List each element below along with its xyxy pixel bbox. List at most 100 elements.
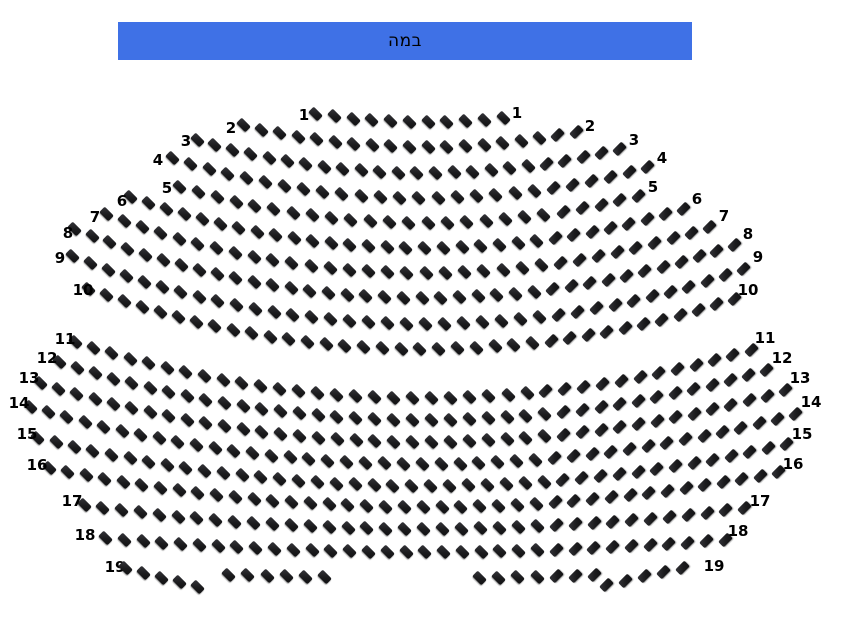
seat[interactable] (715, 474, 731, 490)
seat[interactable] (547, 494, 563, 510)
seat[interactable] (632, 369, 648, 385)
seat[interactable] (442, 478, 458, 494)
seat[interactable] (415, 499, 431, 515)
seat[interactable] (78, 467, 94, 483)
seat[interactable] (557, 381, 573, 397)
seat[interactable] (443, 390, 459, 406)
seat[interactable] (116, 293, 132, 309)
seat[interactable] (436, 544, 452, 560)
seat[interactable] (475, 314, 491, 330)
seat[interactable] (536, 207, 552, 223)
seat[interactable] (423, 478, 439, 494)
seat[interactable] (459, 214, 475, 230)
seat[interactable] (548, 542, 564, 558)
seat[interactable] (348, 410, 364, 426)
seat[interactable] (393, 341, 409, 357)
seat[interactable] (489, 287, 505, 303)
seat[interactable] (301, 451, 317, 467)
seat[interactable] (401, 114, 417, 130)
seat[interactable] (707, 352, 722, 368)
seat[interactable] (495, 262, 511, 278)
seat[interactable] (532, 131, 547, 146)
seat[interactable] (191, 262, 207, 278)
seat[interactable] (585, 491, 600, 507)
seat[interactable] (247, 198, 263, 214)
seat[interactable] (704, 377, 720, 393)
seat[interactable] (291, 405, 307, 421)
seat[interactable] (433, 456, 449, 472)
seat[interactable] (723, 372, 738, 388)
seat[interactable] (434, 499, 450, 515)
seat[interactable] (171, 231, 187, 247)
seat[interactable] (670, 361, 685, 377)
seat[interactable] (619, 268, 635, 284)
seat[interactable] (386, 434, 402, 450)
seat[interactable] (418, 316, 434, 332)
seat[interactable] (499, 431, 515, 447)
seat[interactable] (327, 134, 343, 150)
seat[interactable] (372, 189, 388, 205)
seat[interactable] (686, 406, 702, 421)
seat[interactable] (178, 460, 194, 476)
seat[interactable] (173, 257, 189, 273)
seat[interactable] (229, 297, 245, 313)
seat[interactable] (566, 227, 582, 243)
seat[interactable] (705, 401, 720, 417)
seat[interactable] (281, 331, 297, 347)
seat[interactable] (323, 235, 339, 251)
seat[interactable] (611, 466, 627, 482)
seat[interactable] (593, 468, 608, 484)
seat[interactable] (461, 411, 477, 427)
seat[interactable] (473, 544, 489, 559)
seat[interactable] (290, 129, 306, 144)
seat[interactable] (717, 267, 733, 283)
seat[interactable] (675, 201, 691, 217)
seat[interactable] (321, 519, 337, 535)
seat[interactable] (500, 387, 516, 403)
seat[interactable] (673, 254, 689, 270)
seat[interactable] (686, 381, 702, 397)
seat[interactable] (409, 165, 425, 181)
seat[interactable] (154, 535, 170, 550)
seat[interactable] (678, 432, 693, 447)
seat[interactable] (684, 225, 700, 240)
seat[interactable] (576, 379, 592, 395)
seat[interactable] (584, 173, 599, 189)
seat[interactable] (386, 390, 402, 405)
seat[interactable] (506, 337, 522, 353)
seat[interactable] (431, 341, 447, 357)
seat[interactable] (672, 307, 688, 323)
seat[interactable] (735, 261, 751, 277)
seat[interactable] (347, 477, 363, 492)
seat[interactable] (276, 178, 292, 194)
seat[interactable] (555, 204, 571, 220)
seat[interactable] (680, 535, 696, 550)
seat[interactable] (173, 284, 189, 300)
seat[interactable] (593, 422, 609, 438)
seat[interactable] (135, 565, 151, 581)
seat[interactable] (507, 185, 523, 201)
seat[interactable] (98, 207, 114, 222)
seat[interactable] (498, 476, 514, 492)
seat[interactable] (262, 329, 278, 345)
seat[interactable] (529, 569, 545, 585)
seat[interactable] (342, 237, 358, 253)
seat[interactable] (574, 470, 590, 486)
seat[interactable] (473, 520, 488, 536)
seat[interactable] (151, 507, 167, 522)
seat[interactable] (612, 396, 628, 412)
seat[interactable] (259, 568, 275, 584)
seat[interactable] (398, 240, 414, 256)
seat[interactable] (227, 514, 243, 530)
seat[interactable] (329, 387, 345, 402)
seat[interactable] (688, 357, 704, 373)
seat[interactable] (102, 235, 118, 250)
seat[interactable] (171, 482, 187, 498)
seat[interactable] (593, 145, 609, 161)
seat[interactable] (178, 364, 194, 380)
seat[interactable] (520, 158, 536, 174)
seat[interactable] (480, 433, 496, 448)
seat[interactable] (603, 220, 619, 236)
seat[interactable] (462, 389, 478, 405)
seat[interactable] (476, 137, 492, 153)
